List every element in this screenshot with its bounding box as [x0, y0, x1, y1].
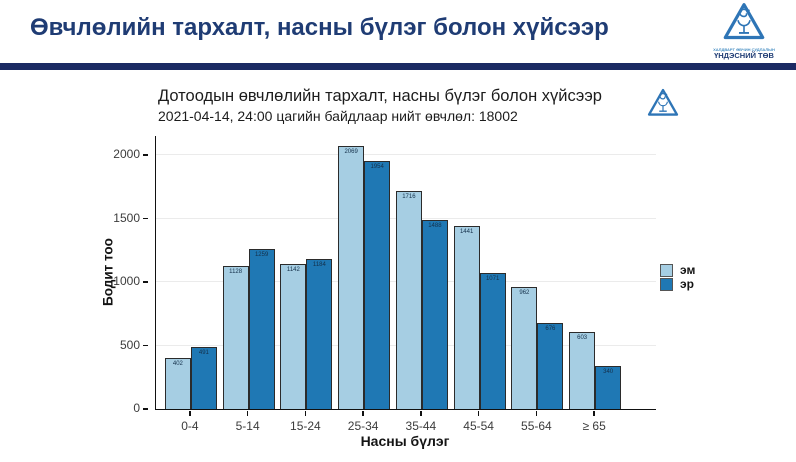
x-tick-label: 0-4 [181, 419, 199, 433]
bar-эр: 1184 [306, 258, 333, 409]
x-tick-label: ≥ 65 [582, 419, 606, 433]
x-axis-cell: 25-34 [334, 411, 392, 433]
plot-panel: 402 491 1128 1259 1142 1184 2069 1954 1716 1488 14… [155, 136, 656, 410]
bar-value-label: 402 [172, 360, 183, 367]
bar-эр: 1259 [248, 249, 275, 409]
x-tick-mark [304, 411, 307, 416]
x-axis-cell: 35-44 [392, 411, 450, 433]
x-axis-cell: 15-24 [277, 411, 335, 433]
x-tick-label: 35-44 [405, 419, 437, 433]
x-axis-cell: 0-4 [161, 411, 219, 433]
x-tick-mark [189, 411, 191, 416]
bar-value-label: 340 [603, 368, 614, 375]
legend: эм эр [660, 263, 695, 291]
bar-value-label: 603 [577, 335, 588, 342]
bar-эр: 1954 [364, 160, 391, 409]
bar-эм: 402 [164, 357, 191, 409]
bar-value-label: 1128 [229, 268, 243, 275]
x-tick-label: 5-14 [235, 419, 260, 433]
chart-subtitle: 2021-04-14, 24:00 цагийн байдлаар нийт ө… [158, 108, 518, 124]
bar-эр: 676 [537, 323, 564, 409]
bar-эр: 491 [190, 346, 217, 409]
bar-value-label: 1184 [312, 261, 326, 268]
ncd-logo-text-line1: ХАЛДВАРТ ӨВЧИН СУДЛАЛЫН [713, 46, 775, 52]
bar-эр: 1071 [479, 273, 506, 409]
x-axis-title: Насны бүлэг [360, 433, 450, 449]
chart-area: Дотоодын өвчлөлийн тархалт, насны бүлэг … [0, 85, 796, 462]
legend-key-эр [660, 277, 673, 291]
x-tick-mark [362, 411, 364, 416]
y-tick-mark [143, 154, 148, 156]
bar-эм: 603 [569, 332, 596, 409]
bar-group: 603 340 [566, 136, 624, 409]
bar-group: 1142 1184 [278, 136, 336, 409]
bar-эм: 1716 [395, 191, 422, 409]
ncd-logo-small-icon [646, 87, 680, 119]
legend-label: эр [680, 277, 694, 291]
x-axis-cell: 5-14 [219, 411, 277, 433]
bar-эм: 1128 [222, 265, 249, 409]
x-tick-label: 15-24 [290, 419, 321, 433]
legend-label: эм [680, 263, 696, 277]
y-axis-ticks: 0 500 1000 1500 2000 [98, 136, 148, 415]
bar-value-label: 491 [198, 349, 209, 356]
legend-item: эм [660, 263, 695, 277]
bars-row: 402 491 1128 1259 1142 1184 2069 1954 1716 1488 14… [162, 136, 624, 409]
x-axis-cell: 45-54 [450, 411, 508, 433]
header: Өвчлөлийн тархалт, насны бүлэг болон хүй… [0, 0, 796, 63]
y-tick-mark [143, 281, 148, 283]
bar-value-label: 1142 [286, 267, 300, 273]
x-tick-mark [420, 411, 422, 416]
legend-item: эр [660, 277, 695, 291]
x-axis-cell: ≥ 65 [565, 411, 623, 433]
chart-title: Дотоодын өвчлөлийн тархалт, насны бүлэг … [158, 87, 602, 105]
bar-value-label: 1716 [402, 194, 416, 201]
y-tick-label: 1000 [113, 274, 140, 289]
x-tick-mark [535, 411, 538, 416]
bar-group: 962 676 [509, 136, 567, 409]
x-tick-label: 45-54 [463, 419, 494, 433]
x-tick-mark [477, 411, 480, 416]
ncd-logo-icon [721, 1, 767, 43]
x-tick-label: 25-34 [347, 419, 379, 433]
y-tick-mark [143, 344, 148, 347]
bar-эм: 1441 [453, 226, 480, 409]
bar-эм: 962 [511, 286, 538, 409]
x-tick-mark [246, 411, 249, 416]
y-tick-label: 500 [119, 337, 140, 352]
ncd-logo: ХАЛДВАРТ ӨВЧИН СУДЛАЛЫН ҮНДЭСНИЙ ТӨВ [698, 1, 790, 60]
bar-эр: 340 [595, 365, 622, 409]
x-tick-label: 55-64 [521, 419, 552, 433]
bar-value-label: 1488 [428, 223, 442, 230]
bar-value-label: 962 [519, 289, 530, 296]
y-tick-mark [143, 408, 148, 410]
y-tick-label: 2000 [113, 147, 140, 162]
bar-group: 2069 1954 [335, 136, 393, 409]
bar-эм: 1142 [280, 264, 307, 409]
bar-value-label: 1954 [370, 163, 384, 170]
bar-group: 1128 1259 [220, 136, 278, 409]
bar-value-label: 676 [545, 326, 556, 333]
bar-value-label: 1071 [485, 276, 500, 283]
legend-key-эм [660, 263, 673, 277]
bar-group: 1441 1071 [451, 136, 509, 409]
x-axis-ticks: 0-4 5-14 15-24 25-34 35-44 45-54 55-64 ≥ 65 [161, 411, 623, 433]
x-axis-cell: 55-64 [508, 411, 566, 433]
bar-value-label: 2069 [344, 149, 358, 156]
gridline [156, 154, 656, 156]
bar-value-label: 1441 [459, 229, 474, 236]
y-tick-label: 1500 [113, 210, 140, 225]
header-divider [0, 63, 796, 70]
bar-эр: 1488 [421, 220, 448, 409]
y-tick-mark [143, 217, 148, 220]
bar-group: 402 491 [162, 136, 220, 409]
bar-group: 1716 1488 [393, 136, 451, 409]
ncd-logo-text-line2: ҮНДЭСНИЙ ТӨВ [714, 50, 774, 60]
y-tick-label: 0 [133, 401, 140, 415]
bar-эм: 2069 [338, 146, 365, 409]
bar-value-label: 1259 [254, 252, 269, 259]
page-title: Өвчлөлийн тархалт, насны бүлэг болон хүй… [30, 14, 609, 41]
x-tick-mark [593, 411, 595, 416]
